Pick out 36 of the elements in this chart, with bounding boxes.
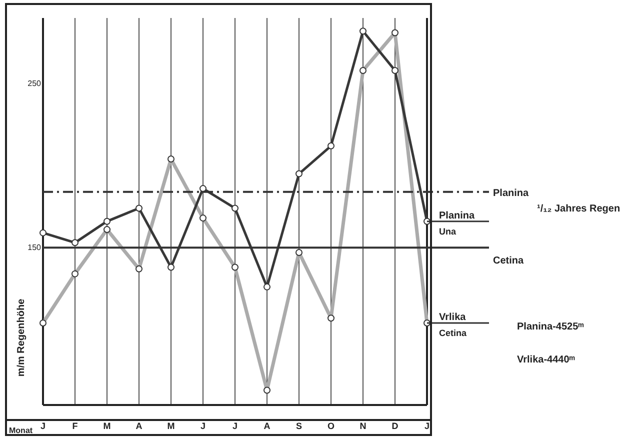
x-tick-label: M: [167, 420, 175, 431]
text: ¹/₁₂ Jahres Regen: [537, 204, 620, 214]
y-tick-label: 150: [28, 242, 42, 252]
ref-line-label: Planina: [493, 188, 530, 199]
x-tick-label: J: [232, 420, 238, 431]
point: [168, 264, 174, 271]
x-tick-label: O: [327, 420, 335, 431]
x-tick-label: F: [72, 420, 78, 431]
x-tick-label: A: [264, 420, 271, 431]
point: [296, 170, 302, 178]
x-axis-title: Monat: [9, 426, 33, 435]
point: [328, 142, 334, 150]
point: [200, 185, 206, 192]
x-tick-label: M: [103, 420, 111, 431]
point: [360, 28, 366, 35]
y-axis-title: m/m Regenhöhe: [16, 298, 27, 377]
point: [264, 283, 270, 290]
y-tick-label: 250: [28, 78, 42, 88]
point: [136, 204, 142, 212]
text: Vrlika-4440ᵐ: [517, 354, 576, 366]
series-label: Planina Una: [439, 210, 476, 236]
point: [392, 66, 398, 74]
x-tick-label: A: [136, 420, 143, 431]
series-label: Vrlika Cetina: [439, 312, 468, 338]
point: [72, 239, 78, 246]
x-tick-label: D: [392, 420, 399, 431]
text: Planina-4525ᵐ: [517, 322, 584, 333]
point: [40, 229, 46, 236]
x-tick-label: J: [40, 420, 46, 431]
x-tick-label: S: [296, 420, 302, 431]
ref-line-label: Cetina: [493, 256, 524, 267]
x-tick-label: J: [200, 420, 206, 431]
x-tick-label: N: [360, 420, 366, 431]
point: [232, 204, 238, 212]
x-tick-label: J: [424, 420, 430, 431]
point: [104, 218, 110, 225]
